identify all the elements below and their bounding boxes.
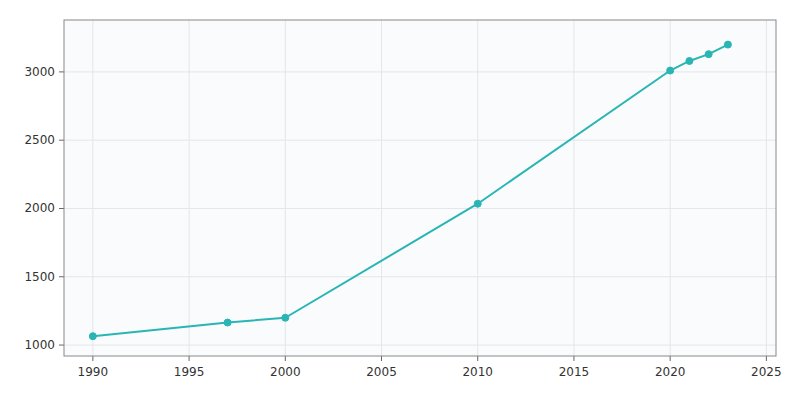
x-grid-line: [189, 20, 190, 356]
y-grid-line: [64, 345, 776, 346]
y-tick-label: 2000: [24, 201, 55, 215]
axes: 1990 1995 2000 2005 2010 2015 2020 2025 1000 1500…: [24, 20, 781, 379]
x-grid-line: [285, 20, 286, 356]
series: [89, 41, 731, 340]
chart-container: 1990 1995 2000 2005 2010 2015 2020 2025 1000 1500…: [0, 0, 800, 400]
x-grid-line: [92, 20, 93, 356]
x-tick-label: 2010: [462, 365, 493, 379]
y-tick: [59, 345, 64, 346]
x-tick-label: 2020: [655, 365, 686, 379]
x-grid-line: [477, 20, 478, 356]
plot-frame: [64, 20, 776, 356]
y-tick: [59, 208, 64, 209]
y-grid-line: [64, 276, 776, 277]
chart: 1990 1995 2000 2005 2010 2015 2020 2025 1000 1500…: [0, 0, 800, 400]
point: [724, 41, 731, 48]
y-tick-label: 3000: [24, 65, 55, 79]
x-tick-label: 2005: [366, 365, 397, 379]
y-tick: [59, 140, 64, 141]
x-tick-label: 2025: [751, 365, 782, 379]
x-tick: [477, 356, 478, 361]
x-tick: [285, 356, 286, 361]
x-tick: [573, 356, 574, 361]
point: [667, 67, 674, 74]
point: [705, 51, 712, 58]
line: [93, 45, 728, 337]
x-grid-line: [573, 20, 574, 356]
y-tick: [59, 71, 64, 72]
y-grid-line: [64, 208, 776, 209]
x-grid-line: [381, 20, 382, 356]
plot-area: [64, 20, 776, 356]
y-tick: [59, 276, 64, 277]
x-grid-line: [766, 20, 767, 356]
x-tick: [189, 356, 190, 361]
grid: [64, 20, 776, 356]
x-tick-label: 2015: [559, 365, 590, 379]
y-tick-label: 2500: [24, 133, 55, 147]
point: [89, 333, 96, 340]
x-tick: [381, 356, 382, 361]
x-tick: [670, 356, 671, 361]
x-tick: [92, 356, 93, 361]
point: [282, 314, 289, 321]
point: [474, 200, 481, 207]
point: [686, 57, 693, 64]
point: [224, 319, 231, 326]
x-tick-label: 1990: [78, 365, 109, 379]
x-tick-label: 2000: [270, 365, 301, 379]
y-tick-label: 1000: [24, 338, 55, 352]
x-tick: [766, 356, 767, 361]
y-tick-label: 1500: [24, 270, 55, 284]
y-grid-line: [64, 140, 776, 141]
x-tick-label: 1995: [174, 365, 205, 379]
